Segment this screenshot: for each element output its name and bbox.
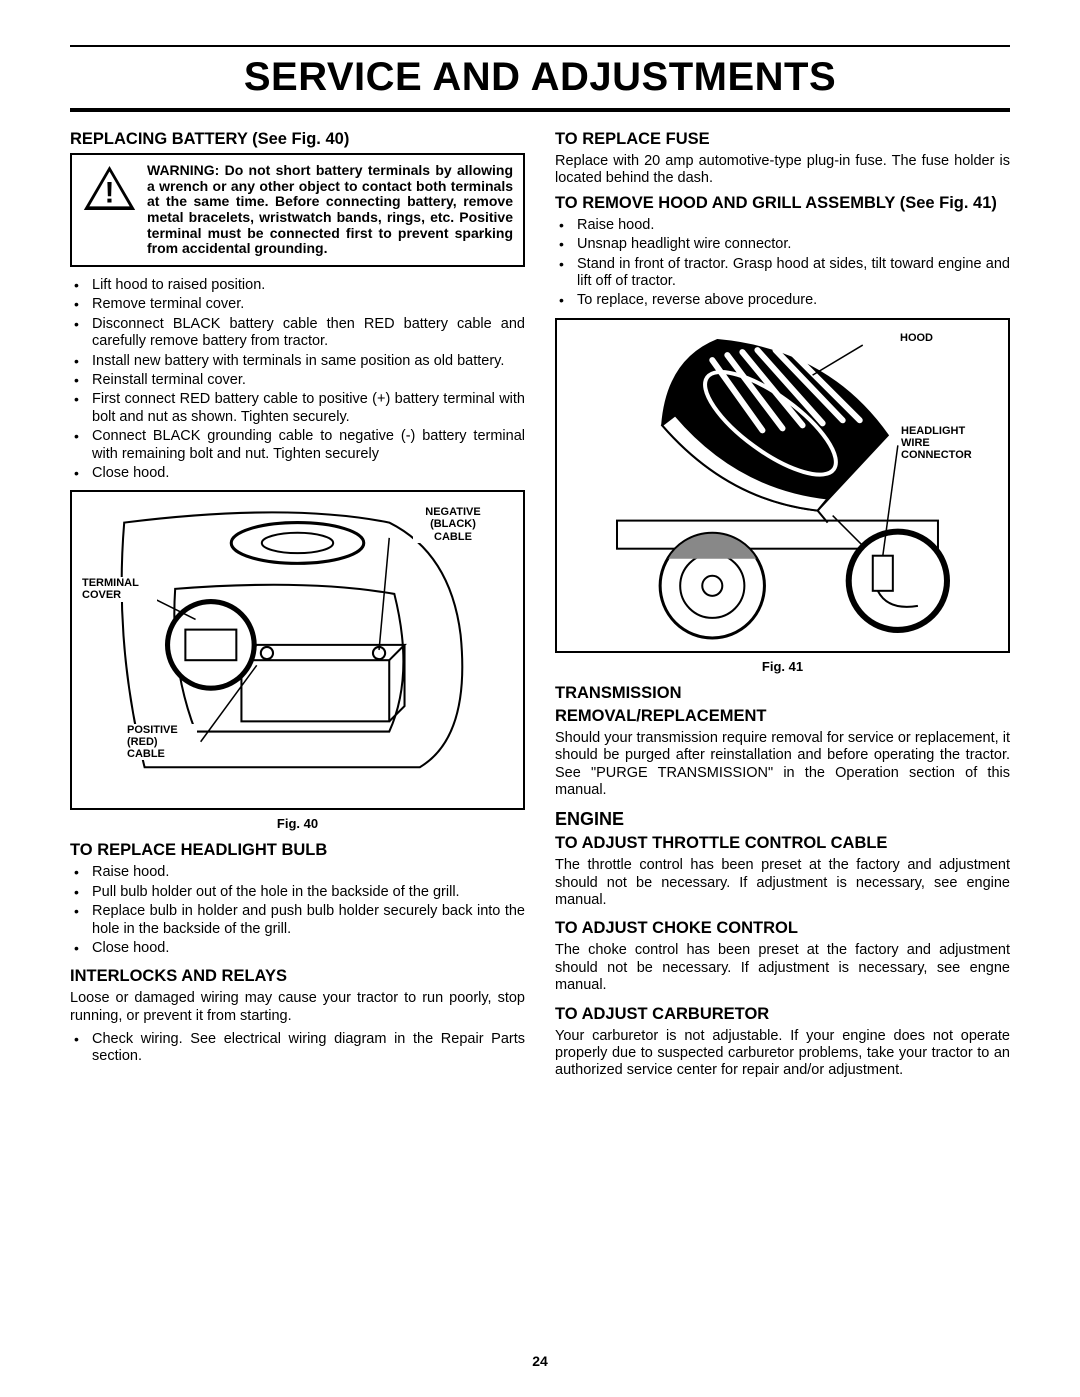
page-number: 24	[0, 1353, 1080, 1369]
list-item: Remove terminal cover.	[92, 296, 525, 313]
list-item: Replace bulb in holder and push bulb hol…	[92, 903, 525, 938]
text-fuse: Replace with 20 amp automotive-type plug…	[555, 153, 1010, 188]
battery-bullet-list: Lift hood to raised position. Remove ter…	[70, 277, 525, 482]
heading-transmission: TRANSMISSION	[555, 684, 1010, 703]
warning-text: WARNING: Do not short battery terminals …	[147, 163, 513, 257]
list-item: To replace, reverse above procedure.	[577, 292, 1010, 309]
list-item: Raise hood.	[92, 864, 525, 881]
figure-40: NEGATIVE (BLACK) CABLE TERMINAL COVER PO…	[70, 490, 525, 810]
heading-engine: ENGINE	[555, 809, 1010, 830]
hood-bullet-list: Raise hood. Unsnap headlight wire connec…	[555, 217, 1010, 310]
list-item: First connect RED battery cable to posit…	[92, 391, 525, 426]
interlock-bullet-list: Check wiring. See electrical wiring diag…	[70, 1031, 525, 1066]
heading-carburetor: TO ADJUST CARBURETOR	[555, 1005, 1010, 1024]
list-item: Unsnap headlight wire connector.	[577, 236, 1010, 253]
text-carburetor: Your carburetor is not adjustable. If yo…	[555, 1028, 1010, 1080]
list-item: Close hood.	[92, 940, 525, 957]
heading-replacing-battery: REPLACING BATTERY (See Fig. 40)	[70, 130, 525, 149]
text-transmission: Should your transmission require removal…	[555, 730, 1010, 800]
text-choke: The choke control has been preset at the…	[555, 942, 1010, 994]
list-item: Raise hood.	[577, 217, 1010, 234]
label-hood: HOOD	[900, 332, 933, 344]
label-terminal-cover: TERMINAL COVER	[82, 577, 157, 601]
heading-remove-hood: TO REMOVE HOOD AND GRILL ASSEMBLY (See F…	[555, 194, 1010, 213]
list-item: Connect BLACK grounding cable to negativ…	[92, 428, 525, 463]
heading-interlocks: INTERLOCKS AND RELAYS	[70, 967, 525, 986]
label-positive-cable: POSITIVE (RED) CABLE	[127, 724, 197, 760]
list-item: Close hood.	[92, 465, 525, 482]
list-item: Disconnect BLACK battery cable then RED …	[92, 316, 525, 351]
list-item: Reinstall terminal cover.	[92, 372, 525, 389]
list-item: Stand in front of tractor. Grasp hood at…	[577, 256, 1010, 291]
svg-text:!: !	[105, 177, 115, 210]
text-interlocks: Loose or damaged wiring may cause your t…	[70, 990, 525, 1025]
figure-40-caption: Fig. 40	[70, 816, 525, 831]
list-item: Lift hood to raised position.	[92, 277, 525, 294]
list-item: Pull bulb holder out of the hole in the …	[92, 884, 525, 901]
label-negative-cable: NEGATIVE (BLACK) CABLE	[413, 506, 493, 542]
list-item: Check wiring. See electrical wiring diag…	[92, 1031, 525, 1066]
text-throttle: The throttle control has been preset at …	[555, 857, 1010, 909]
warning-box: ! WARNING: Do not short battery terminal…	[70, 153, 525, 267]
heading-headlight-bulb: TO REPLACE HEADLIGHT BULB	[70, 841, 525, 860]
bulb-bullet-list: Raise hood. Pull bulb holder out of the …	[70, 864, 525, 957]
page-title: SERVICE AND ADJUSTMENTS	[70, 55, 1010, 100]
figure-41-caption: Fig. 41	[555, 659, 1010, 674]
list-item: Install new battery with terminals in sa…	[92, 353, 525, 370]
warning-icon: !	[82, 163, 137, 213]
figure-41: HOOD HEADLIGHT WIRE CONNECTOR	[555, 318, 1010, 653]
heading-choke: TO ADJUST CHOKE CONTROL	[555, 919, 1010, 938]
heading-throttle: TO ADJUST THROTTLE CONTROL CABLE	[555, 834, 1010, 853]
heading-removal-replacement: REMOVAL/REPLACEMENT	[555, 707, 1010, 726]
label-headlight-connector: HEADLIGHT WIRE CONNECTOR	[901, 425, 996, 461]
heading-replace-fuse: TO REPLACE FUSE	[555, 130, 1010, 149]
